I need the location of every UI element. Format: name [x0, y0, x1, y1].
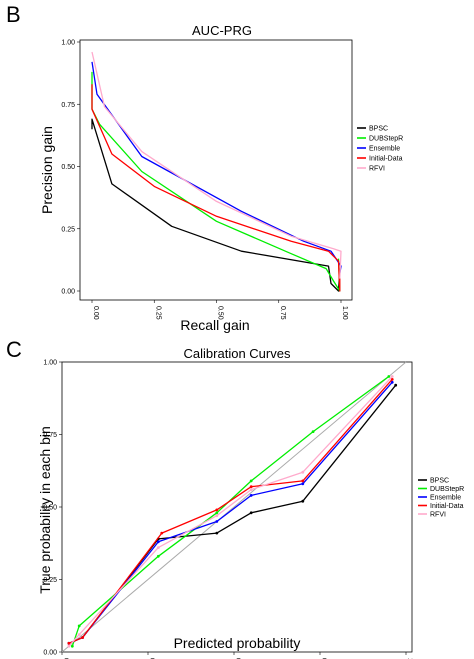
y-tick-label: 0.25 — [61, 226, 75, 233]
series-point-initial-data — [215, 508, 219, 512]
series-point-initial-data — [67, 641, 71, 645]
y-tick-label: 0.50 — [43, 505, 57, 512]
series-point-initial-data — [390, 378, 394, 381]
x-tick-label: 0.75 — [279, 306, 286, 320]
series-point-ensemble — [301, 482, 305, 486]
series-point-initial-data — [160, 531, 164, 535]
x-axis-label: Predicted probability — [174, 635, 301, 651]
y-tick-label: 0.00 — [61, 289, 75, 296]
series-point-dubstepr — [387, 375, 391, 378]
y-tick-label: 0.25 — [43, 577, 57, 584]
series-line-ensemble — [68, 381, 393, 644]
plot-frame — [61, 361, 413, 653]
legend-label: Initial-Data — [430, 503, 464, 510]
x-tick-label: 1.00 — [341, 306, 348, 320]
x-axis-label: Recall gain — [180, 317, 249, 333]
y-tick-label: 0.75 — [43, 432, 57, 439]
series-point-bpsc — [215, 531, 219, 535]
series-line-rfvi — [91, 51, 342, 279]
series-line-initial-data — [91, 84, 341, 292]
series-point-dubstepr — [77, 624, 81, 628]
series-point-dubstepr — [249, 479, 253, 483]
legend-label: RFVI — [369, 166, 385, 173]
y-axis-label: Precision gain — [39, 126, 55, 214]
series-point-rfvi — [77, 633, 81, 636]
chart-panel-b: B AUC-PRG 0.00 0.00 0.25 0.25 0.50 0.50 0.75 0.75… — [6, 2, 403, 333]
legend-label: Ensemble — [369, 146, 400, 153]
series-point-rfvi — [390, 375, 394, 378]
legend-label: Initial-Data — [369, 156, 403, 163]
x-tick-label: 0.50 — [217, 306, 224, 320]
series-point-dubstepr — [156, 554, 160, 558]
series-point-bpsc — [249, 511, 253, 515]
x-tick-label: 0.00 — [92, 306, 99, 320]
y-tick-label: 1.00 — [43, 360, 57, 367]
legend-label: RFVI — [430, 512, 446, 519]
series-point-ensemble — [390, 380, 394, 384]
plot-frame — [79, 39, 353, 301]
series-point-initial-data — [81, 636, 85, 639]
series-point-bpsc — [394, 383, 398, 387]
series-point-dubstepr — [70, 644, 74, 648]
chart-title: Calibration Curves — [184, 346, 291, 361]
legend-label: Ensemble — [430, 495, 461, 502]
y-axis-label: True probability in each bin — [37, 426, 53, 594]
series-point-rfvi — [249, 488, 253, 491]
series-point-rfvi — [156, 546, 160, 549]
series-point-ensemble — [156, 540, 160, 544]
y-tick-label: 1.00 — [61, 40, 75, 47]
series-point-initial-data — [301, 479, 305, 483]
legend-label: DUBStepR — [430, 486, 464, 493]
y-tick-label: 0.00 — [43, 650, 57, 657]
y-tick-label: 0.75 — [61, 102, 75, 109]
series-point-dubstepr — [215, 511, 219, 515]
legend-label: DUBStepR — [369, 136, 403, 143]
reference-diagonal — [61, 361, 407, 653]
series-point-rfvi — [301, 470, 305, 474]
y-tick-label: 0.50 — [61, 164, 75, 171]
chart-title: AUC-PRG — [192, 23, 252, 38]
x-tick-label: 0.25 — [154, 306, 161, 320]
series-point-rfvi — [215, 514, 219, 518]
series-line-bpsc — [91, 118, 341, 292]
panel-letter: C — [6, 337, 22, 362]
series-point-initial-data — [249, 485, 253, 489]
legend-label: BPSC — [430, 478, 449, 485]
series-point-ensemble — [215, 520, 219, 523]
legend-label: BPSC — [369, 126, 388, 133]
series-point-rfvi — [67, 644, 71, 648]
series-line-dubstepr — [91, 71, 341, 292]
series-point-dubstepr — [311, 430, 315, 433]
series-point-ensemble — [249, 494, 253, 497]
panel-letter: B — [6, 2, 21, 27]
series-point-bpsc — [301, 499, 305, 503]
